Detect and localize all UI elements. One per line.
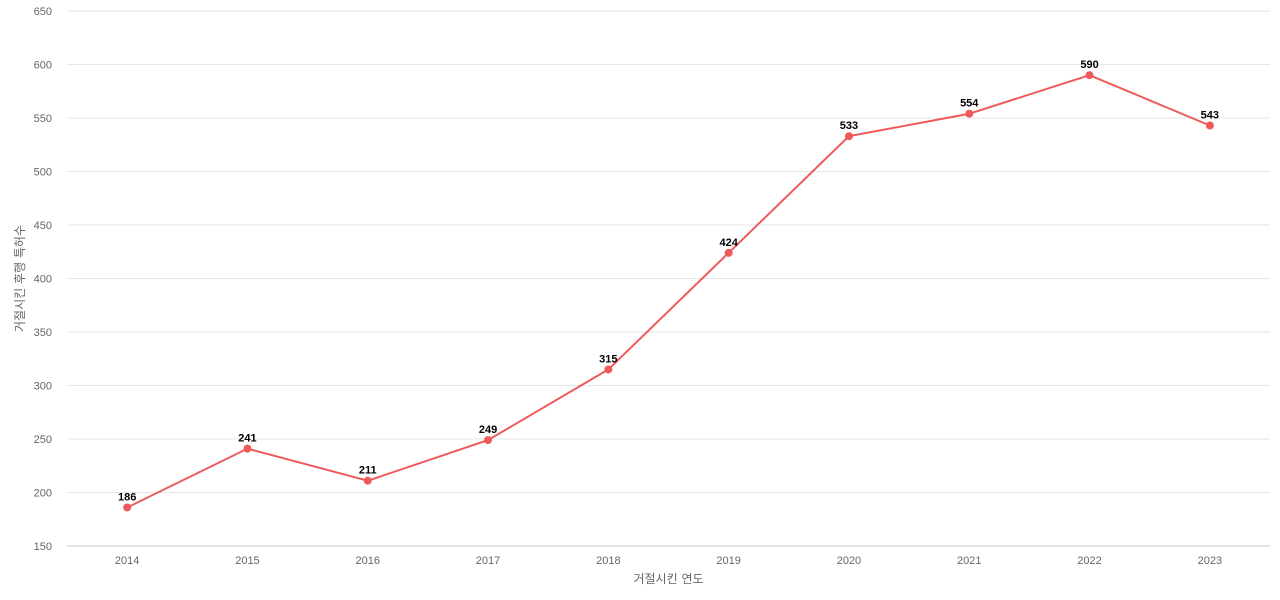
data-label: 186 [118,491,136,503]
data-label: 590 [1080,59,1098,71]
y-tick-label: 400 [34,274,52,286]
series-group [123,71,1214,512]
y-tick-label: 250 [34,434,52,446]
y-tick-label: 500 [34,167,52,179]
data-label: 315 [599,353,617,365]
x-tick-label: 2023 [1198,555,1222,567]
x-axis-ticks: 2014 2015 2016 2017 2018 2019 2020 2021 2022 2023 [115,555,1222,567]
data-point[interactable] [965,109,974,118]
x-tick-label: 2017 [476,555,500,567]
x-tick-label: 2022 [1077,555,1101,567]
x-tick-label: 2015 [235,555,259,567]
data-label: 424 [719,237,738,249]
data-label: 554 [960,98,979,110]
data-point[interactable] [844,132,853,141]
data-label: 211 [359,465,377,477]
y-tick-label: 150 [34,541,52,553]
data-label: 241 [238,433,256,445]
x-axis-title: 거절시킨 연도 [633,572,703,586]
data-point[interactable] [1085,71,1094,80]
x-tick-label: 2018 [596,555,620,567]
y-tick-label: 350 [34,327,52,339]
x-tick-label: 2020 [837,555,861,567]
x-tick-label: 2016 [356,555,380,567]
y-tick-label: 300 [34,381,52,393]
x-tick-label: 2019 [716,555,740,567]
y-tick-label: 450 [34,220,52,232]
data-labels: 186 241 211 249 315 424 533 554 590 543 [118,59,1219,503]
data-label: 533 [840,120,858,132]
y-axis-ticks: 150 200 250 300 350 400 450 500 550 600 650 [34,6,52,553]
data-point[interactable] [604,365,613,374]
data-point[interactable] [484,436,493,445]
data-point[interactable] [1205,121,1214,130]
y-tick-label: 200 [34,488,52,500]
data-label: 249 [479,424,497,436]
data-point[interactable] [243,444,252,453]
grid-lines [67,10,1270,547]
y-tick-label: 550 [34,113,52,125]
x-tick-label: 2014 [115,555,139,567]
x-tick-label: 2021 [957,555,981,567]
y-tick-label: 600 [34,60,52,72]
data-point[interactable] [363,476,372,485]
y-tick-label: 650 [34,6,52,18]
data-label: 543 [1201,109,1219,121]
y-axis-title: 거절시킨 후행 특허수 [12,225,27,332]
data-point[interactable] [724,248,733,257]
data-point[interactable] [123,503,132,512]
series-line [126,74,1211,509]
